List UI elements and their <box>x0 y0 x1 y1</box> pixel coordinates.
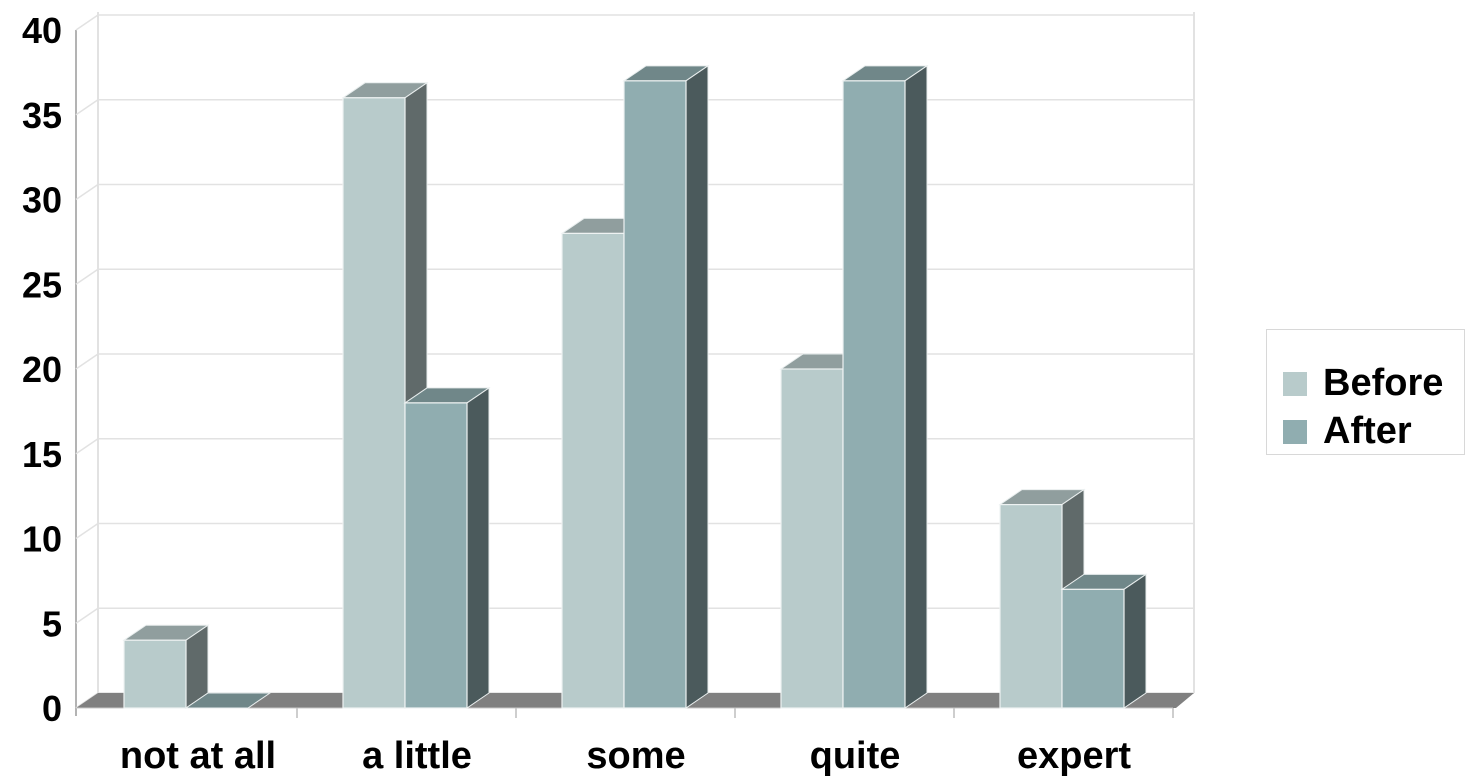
legend-swatch-after <box>1283 419 1307 444</box>
gridline-side <box>75 522 99 540</box>
x-axis-categories: not at all a little some quite expert <box>120 735 1131 777</box>
bar-front-face <box>561 232 625 709</box>
bar-after-1 <box>403 386 491 709</box>
bar-before-0 <box>122 624 210 709</box>
bar-front-face <box>842 80 906 709</box>
x-category-label: a little <box>362 735 472 777</box>
y-tick-label: 10 <box>22 519 62 560</box>
bar-side-face <box>466 386 490 709</box>
bar-after-4 <box>1060 573 1148 709</box>
y-tick-label: 0 <box>42 688 62 729</box>
bar-after-0 <box>184 692 272 709</box>
bar-front-face <box>999 504 1063 709</box>
gridline-side <box>75 14 99 31</box>
y-tick-label: 25 <box>22 264 62 305</box>
bar-front-face <box>342 97 406 709</box>
bar-side-face <box>904 64 928 709</box>
y-tick-label: 35 <box>22 95 62 136</box>
bars <box>122 64 1148 709</box>
bar-after-2 <box>622 64 710 709</box>
y-axis-ticks: 0 5 10 15 20 25 30 35 40 <box>22 10 62 729</box>
gridline-side <box>75 183 99 201</box>
x-category-label: quite <box>810 735 901 777</box>
bar-front-face <box>623 80 687 709</box>
y-tick-label: 15 <box>22 434 62 475</box>
bar-side-face <box>685 64 709 709</box>
gridline-side <box>75 268 99 285</box>
gridline-side <box>75 99 99 116</box>
gridline-side <box>75 438 99 455</box>
x-category-label: expert <box>1017 735 1131 777</box>
gridline-side <box>75 607 99 624</box>
legend-label-after: After <box>1323 410 1412 452</box>
bar-after-3 <box>841 64 929 709</box>
y-tick-label: 5 <box>42 603 62 644</box>
y-tick-label: 40 <box>22 10 62 51</box>
legend-label-before: Before <box>1323 362 1444 404</box>
bar-front-face <box>780 368 844 709</box>
x-category-label: some <box>586 735 685 777</box>
bar-side-face <box>1123 573 1147 709</box>
legend-swatch-before <box>1283 371 1307 396</box>
y-tick-label: 30 <box>22 180 62 221</box>
bar-front-face <box>404 402 468 709</box>
bar-top-face <box>184 692 272 709</box>
bar-front-face <box>1061 588 1125 709</box>
legend: Before After <box>1266 329 1465 455</box>
y-tick-label: 20 <box>22 349 62 390</box>
legend-item-before: Before <box>1283 362 1443 405</box>
gridline-side <box>75 353 99 370</box>
legend-item-after: After <box>1283 410 1412 453</box>
bar-front-face <box>123 639 187 709</box>
x-category-label: not at all <box>120 735 276 777</box>
